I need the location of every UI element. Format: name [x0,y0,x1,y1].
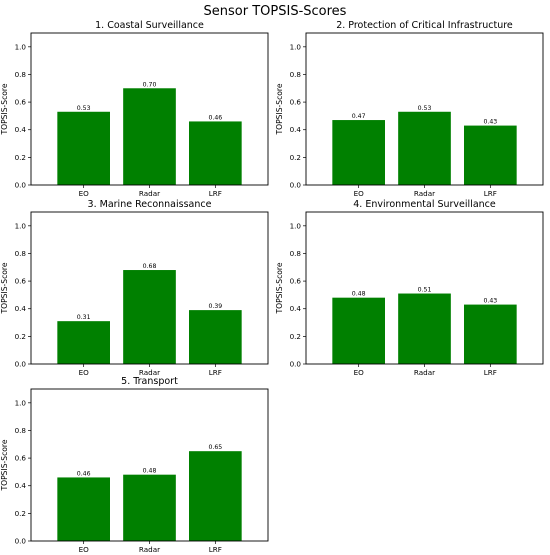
x-tick-label: Radar [139,368,160,377]
y-tick-label: 0.0 [15,537,27,546]
y-axis-label: TOPSIS-Score [0,439,9,491]
x-tick-label: LRF [209,368,222,377]
y-tick-label: 1.0 [15,398,27,407]
x-tick-label: EO [354,368,365,377]
y-tick-label: 0.6 [290,98,302,107]
y-tick-label: 0.2 [290,332,301,341]
plot-frame [30,388,269,542]
y-tick-label: 1.0 [290,42,302,51]
bar-eo [332,297,385,364]
panel-title: 2. Protection of Critical Infrastructure [336,20,513,31]
y-tick-label: 0.8 [15,249,27,258]
panel-title: 4. Environmental Surveillance [353,199,496,210]
panel-title: 3. Marine Reconnaissance [88,199,212,210]
bar-lrf [189,451,242,541]
y-axis-label: TOPSIS-Score [275,262,284,314]
panel-title: 1. Coastal Surveillance [95,20,204,31]
plot-frame [30,32,269,186]
y-tick-label: 0.4 [15,304,27,313]
bar-radar [398,293,451,364]
plot-frame [305,32,544,186]
x-tick-label: Radar [139,545,160,554]
chart-panel-5: 5. Transport 0.46 EO 0.48 Radar 0.65 LRF 0.0 0.2… [0,376,269,554]
y-axis-label: TOPSIS-Score [0,262,9,314]
data-label-eo: 0.46 [77,470,91,477]
y-tick-label: 0.4 [290,304,302,313]
bar-lrf [189,121,242,185]
plot-frame [305,211,544,365]
x-tick-label: EO [354,189,365,198]
chart-panel-3: 3. Marine Reconnaissance 0.31 EO 0.68 Radar 0… [0,199,269,377]
bar-radar [123,270,176,364]
data-label-eo: 0.47 [352,113,366,120]
panel-title: 5. Transport [121,376,178,387]
y-tick-label: 0.8 [290,70,302,79]
bar-eo [57,321,110,364]
figure-title: Sensor TOPSIS-Scores [204,4,347,19]
data-label-lrf: 0.43 [483,298,497,305]
y-tick-label: 0.4 [15,125,27,134]
bar-radar [123,474,176,541]
chart-panel-4: 4. Environmental Surveillance 0.48 EO 0.51 R… [275,199,544,377]
plot-frame [30,211,269,365]
chart-panel-1: 1. Coastal Surveillance 0.53 EO 0.70 Radar 0.… [0,20,269,198]
x-tick-label: Radar [414,189,435,198]
y-axis-label: TOPSIS-Score [275,83,284,135]
y-tick-label: 0.8 [290,249,302,258]
y-tick-label: 0.6 [15,454,27,463]
y-tick-label: 1.0 [15,42,27,51]
y-tick-label: 0.2 [15,153,26,162]
y-tick-label: 0.6 [15,98,27,107]
data-label-radar: 0.70 [143,81,157,88]
x-tick-label: Radar [139,189,160,198]
data-label-eo: 0.53 [77,105,91,112]
y-tick-label: 0.8 [15,70,27,79]
x-tick-label: EO [79,189,90,198]
data-label-lrf: 0.65 [208,444,222,451]
y-tick-label: 0.0 [290,360,302,369]
data-label-radar: 0.51 [418,287,432,294]
x-tick-label: LRF [484,368,497,377]
data-label-radar: 0.53 [418,105,432,112]
bar-lrf [464,125,517,185]
data-label-radar: 0.48 [143,468,157,475]
chart-panels: 1. Coastal Surveillance 0.53 EO 0.70 Radar 0.… [0,20,544,554]
y-axis-label: TOPSIS-Score [0,83,9,135]
y-tick-label: 0.2 [15,332,26,341]
x-tick-label: LRF [484,189,497,198]
chart-panel-2: 2. Protection of Critical Infrastructure… [275,20,544,198]
data-label-eo: 0.48 [352,291,366,298]
y-tick-label: 0.2 [290,153,301,162]
x-tick-label: EO [79,545,90,554]
bar-lrf [189,310,242,364]
bar-radar [398,111,451,185]
x-tick-label: LRF [209,189,222,198]
data-label-eo: 0.31 [77,314,91,321]
data-label-radar: 0.68 [143,263,157,270]
bar-radar [123,88,176,185]
y-tick-label: 0.2 [15,509,26,518]
data-label-lrf: 0.39 [208,303,222,310]
bar-eo [332,120,385,185]
data-label-lrf: 0.46 [208,114,222,121]
y-tick-label: 0.0 [15,181,27,190]
y-tick-label: 1.0 [290,221,302,230]
x-tick-label: EO [79,368,90,377]
bar-eo [57,111,110,185]
y-tick-label: 0.0 [15,360,27,369]
data-label-lrf: 0.43 [483,119,497,126]
y-tick-label: 1.0 [15,221,27,230]
y-tick-label: 0.4 [290,125,302,134]
y-tick-label: 0.4 [15,481,27,490]
y-tick-label: 0.6 [290,277,302,286]
x-tick-label: LRF [209,545,222,554]
y-tick-label: 0.6 [15,277,27,286]
x-tick-label: Radar [414,368,435,377]
y-tick-label: 0.0 [290,181,302,190]
bar-lrf [464,304,517,364]
bar-eo [57,477,110,541]
y-tick-label: 0.8 [15,426,27,435]
